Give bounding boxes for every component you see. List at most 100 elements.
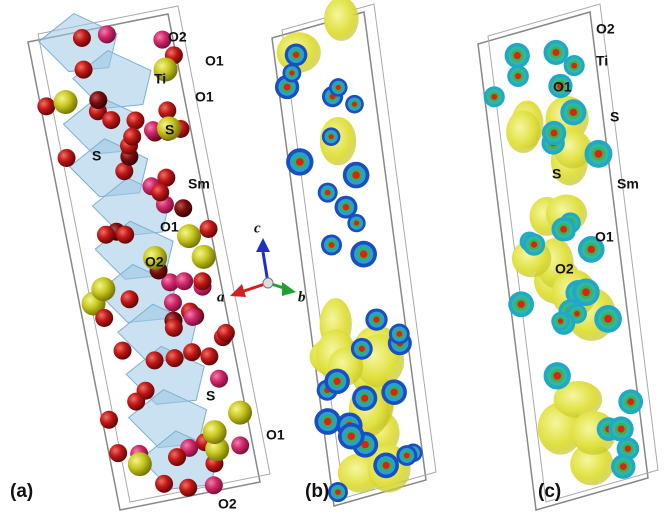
orbital-core: [354, 221, 359, 226]
atom: [100, 411, 118, 429]
atom: [114, 342, 132, 360]
atom: [203, 420, 227, 444]
axis-label: b: [298, 289, 306, 305]
atom-label: O1: [553, 79, 572, 95]
atom: [54, 90, 78, 114]
panel-label: (a): [10, 481, 33, 502]
atom-label: S: [92, 148, 101, 164]
atom: [166, 349, 184, 367]
orbital-core: [625, 446, 631, 452]
atom: [231, 436, 249, 454]
orbital-core: [618, 425, 625, 432]
atom-label: O2: [168, 29, 187, 45]
orbital-core: [360, 250, 367, 257]
orbital-core: [571, 63, 577, 69]
atom: [95, 309, 113, 327]
orbital-core: [348, 432, 355, 439]
orbital-core: [352, 171, 359, 178]
page: {"panels": [ {"label": "(a)", "atom_labe…: [0, 0, 665, 528]
atom: [151, 183, 169, 201]
atom: [89, 91, 107, 109]
atom-label: S: [206, 388, 215, 404]
orbital-core: [359, 346, 365, 352]
orbital-core: [361, 395, 368, 402]
atom: [165, 319, 183, 337]
atom-label: O2: [218, 496, 237, 512]
orbital-core: [373, 316, 379, 322]
atom-label: O1: [160, 219, 179, 235]
atom-label: S: [610, 109, 619, 125]
orbital-core: [284, 84, 291, 91]
atom: [123, 128, 141, 146]
orbital-core: [620, 463, 627, 470]
orbital-core: [296, 158, 304, 166]
atom-label: S: [552, 166, 561, 182]
structure: [28, 0, 658, 510]
atom: [183, 343, 201, 361]
orbital-core: [553, 372, 561, 380]
orbital-core: [518, 301, 525, 308]
orbital-core: [335, 489, 341, 495]
orbital-core: [382, 462, 389, 469]
atom: [37, 97, 55, 115]
atom: [146, 351, 164, 369]
panel-label: (b): [305, 481, 329, 502]
atom: [97, 226, 115, 244]
orbital-core: [352, 102, 357, 107]
atom-label: O1: [195, 89, 214, 105]
axis-arrowhead: [282, 282, 296, 296]
axis-label: a: [217, 289, 225, 305]
atom: [121, 290, 139, 308]
atom: [116, 226, 134, 244]
orbital-core: [396, 331, 402, 337]
atom-label: Sm: [188, 176, 210, 192]
orbital-core: [491, 94, 497, 100]
atom: [193, 272, 211, 290]
orbital-core: [558, 319, 563, 324]
atom-label: O1: [595, 229, 614, 245]
atom: [205, 476, 223, 494]
orbital-core: [574, 311, 580, 317]
isosurface: [506, 110, 540, 153]
atom: [58, 149, 76, 167]
atom: [75, 61, 93, 79]
atom-label: O2: [145, 254, 164, 270]
orbital-core: [329, 242, 335, 248]
orbital-core: [531, 241, 537, 247]
atom: [174, 199, 192, 217]
orbital-core: [293, 52, 299, 58]
orbital-core: [582, 288, 590, 296]
panel-label: (c): [538, 481, 561, 502]
axis-arrowhead: [256, 238, 270, 252]
atom: [210, 370, 228, 388]
atom: [164, 294, 182, 312]
atom: [217, 324, 235, 342]
orbital-core: [404, 453, 410, 459]
atom: [73, 29, 91, 47]
atom-label: O2: [555, 261, 574, 277]
orbital-core: [514, 52, 521, 59]
atom: [192, 245, 216, 269]
atom: [200, 220, 218, 238]
atom: [184, 308, 202, 326]
atom: [127, 393, 145, 411]
orbital-core: [343, 204, 349, 210]
orbital-core: [324, 418, 331, 425]
orbital-core: [336, 85, 341, 90]
axis-arrowhead: [230, 284, 246, 297]
figure: O2 O1 Ti O1 S S Sm O1 O2 S O1 O2 (a) a b…: [0, 0, 665, 528]
isosurface: [324, 0, 359, 41]
atom-label: Sm: [617, 176, 639, 192]
atom-label: Ti: [154, 71, 166, 87]
orbital-core: [334, 378, 341, 385]
atom: [128, 452, 152, 476]
atom: [228, 401, 252, 425]
atom: [109, 444, 127, 462]
atom-label: O1: [266, 427, 285, 443]
atom-label: S: [165, 122, 174, 138]
axis-origin: [263, 278, 273, 288]
axis-label: c: [254, 220, 261, 236]
atom-label: O1: [205, 53, 224, 69]
atom-label: O2: [596, 21, 615, 37]
orbital-core: [289, 70, 294, 75]
